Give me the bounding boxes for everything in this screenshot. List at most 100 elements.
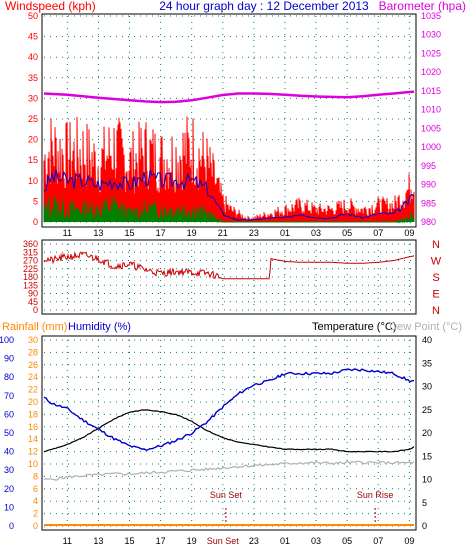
sunrise-label: Sun Rise xyxy=(357,490,394,500)
windspeed-tick-label: 0 xyxy=(33,217,38,227)
rainfall-tick-label: 30 xyxy=(28,335,38,345)
direction-tick-label: 360 xyxy=(23,239,38,249)
rainfall-tick-label: 14 xyxy=(28,434,38,444)
temperature-x-tick-label: 17 xyxy=(156,536,166,546)
rainfall-axis-title: Rainfall (mm) xyxy=(2,321,67,333)
temperature-axis-title: Temperature (°C) xyxy=(312,321,396,333)
rainfall-tick-label: 20 xyxy=(28,397,38,407)
wind-x-tick-label: 21 xyxy=(218,228,228,238)
barometer-tick-label: 1025 xyxy=(421,48,441,58)
windspeed-tick-label: 25 xyxy=(28,114,38,124)
barometer-tick-label: 1030 xyxy=(421,30,441,40)
barometer-tick-label: 985 xyxy=(421,198,436,208)
dewpoint-series xyxy=(43,460,415,481)
humidity-tick-label: 60 xyxy=(4,409,14,419)
windspeed-tick-label: 20 xyxy=(28,135,38,145)
rainfall-tick-label: 24 xyxy=(28,372,38,382)
barometer-tick-label: 1010 xyxy=(421,105,441,115)
wind-x-tick-label: 03 xyxy=(311,228,321,238)
rainfall-tick-label: 26 xyxy=(28,360,38,370)
windspeed-tick-label: 50 xyxy=(28,11,38,21)
temperature-x-tick-label: 09 xyxy=(404,536,414,546)
temperature-tick-label: 20 xyxy=(422,428,432,438)
temperature-x-tick-label: 19 xyxy=(187,536,197,546)
rainfall-tick-label: 16 xyxy=(28,422,38,432)
temperature-x-tick-label: 13 xyxy=(93,536,103,546)
direction-tick-label: 180 xyxy=(23,272,38,282)
humidity-tick-label: 10 xyxy=(4,502,14,512)
barometer-tick-label: 1020 xyxy=(421,67,441,77)
humidity-tick-label: 90 xyxy=(4,354,14,364)
graph-title: 24 hour graph day : 12 December 2013 xyxy=(159,0,369,13)
rainfall-tick-label: 22 xyxy=(28,385,38,395)
temperature-x-tick-label: 05 xyxy=(342,536,352,546)
barometer-tick-label: 995 xyxy=(421,161,436,171)
direction-tick-label: 225 xyxy=(23,264,38,274)
direction-tick-label: 90 xyxy=(28,289,38,299)
temperature-tick-label: 5 xyxy=(422,498,427,508)
wind-x-tick-label: 01 xyxy=(280,228,290,238)
wind-x-tick-label: 09 xyxy=(404,228,414,238)
barometer-axis-title: Barometer (hpa) xyxy=(379,0,466,13)
temperature-tick-label: 25 xyxy=(422,405,432,415)
wind-x-tick-label: 11 xyxy=(63,228,72,238)
barometer-tick-label: 1005 xyxy=(421,123,441,133)
barometer-tick-label: 1015 xyxy=(421,86,441,96)
humidity-tick-label: 40 xyxy=(4,447,14,457)
humidity-axis-title: Humidity (%) xyxy=(68,321,131,333)
rainfall-tick-label: 10 xyxy=(28,459,38,469)
temperature-tick-label: 35 xyxy=(422,358,432,368)
direction-tick-label: 45 xyxy=(28,297,38,307)
wind-average-series xyxy=(43,169,415,221)
compass-label: W xyxy=(431,256,442,268)
compass-label: E xyxy=(432,289,439,301)
windspeed-tick-label: 5 xyxy=(33,196,38,206)
direction-tick-label: 135 xyxy=(23,280,38,290)
wind-direction-series xyxy=(43,251,415,280)
direction-tick-label: 0 xyxy=(33,305,38,315)
sunset-label: Sun Set xyxy=(210,490,243,500)
windspeed-tick-label: 15 xyxy=(28,155,38,165)
direction-tick-label: 270 xyxy=(23,256,38,266)
rainfall-tick-label: 0 xyxy=(33,521,38,531)
wind-lull-series xyxy=(43,196,415,224)
wind-x-tick-label: 07 xyxy=(373,228,383,238)
direction-tick-label: 315 xyxy=(23,247,38,257)
windspeed-tick-label: 30 xyxy=(28,93,38,103)
humidity-tick-label: 100 xyxy=(0,335,14,345)
wind-x-tick-label: 13 xyxy=(93,228,103,238)
compass-label: N xyxy=(432,239,440,251)
windspeed-tick-label: 40 xyxy=(28,52,38,62)
rainfall-tick-label: 2 xyxy=(33,509,38,519)
temperature-x-tick-label: 11 xyxy=(63,536,72,546)
wind-x-tick-label: 17 xyxy=(156,228,166,238)
rainfall-tick-label: 8 xyxy=(33,471,38,481)
sunset-x-tick-label: Sun Set xyxy=(207,536,240,546)
wind-gust-series xyxy=(43,116,415,223)
compass-label: N xyxy=(432,305,440,317)
barometer-tick-label: 1000 xyxy=(421,142,441,152)
wind-x-tick-label: 23 xyxy=(249,228,259,238)
temperature-x-tick-label: 15 xyxy=(124,536,134,546)
rainfall-tick-label: 18 xyxy=(28,409,38,419)
humidity-tick-label: 30 xyxy=(4,465,14,475)
barometer-series xyxy=(43,90,415,104)
chart-layer: 0510152025303540455098098599099510001005… xyxy=(0,11,442,546)
compass-label: S xyxy=(432,272,439,284)
windspeed-tick-label: 35 xyxy=(28,73,38,83)
wind-x-tick-label: 05 xyxy=(342,228,352,238)
rainfall-tick-label: 12 xyxy=(28,447,38,457)
humidity-tick-label: 80 xyxy=(4,372,14,382)
humidity-tick-label: 70 xyxy=(4,391,14,401)
humidity-tick-label: 0 xyxy=(9,521,14,531)
temperature-x-tick-label: 07 xyxy=(373,536,383,546)
windspeed-tick-label: 10 xyxy=(28,176,38,186)
rainfall-tick-label: 6 xyxy=(33,484,38,494)
windspeed-axis-title: Windspeed (kph) xyxy=(5,0,96,13)
temperature-tick-label: 30 xyxy=(422,382,432,392)
temperature-tick-label: 10 xyxy=(422,475,432,485)
rainfall-tick-label: 28 xyxy=(28,347,38,357)
humidity-tick-label: 50 xyxy=(4,428,14,438)
temperature-tick-label: 0 xyxy=(422,521,427,531)
